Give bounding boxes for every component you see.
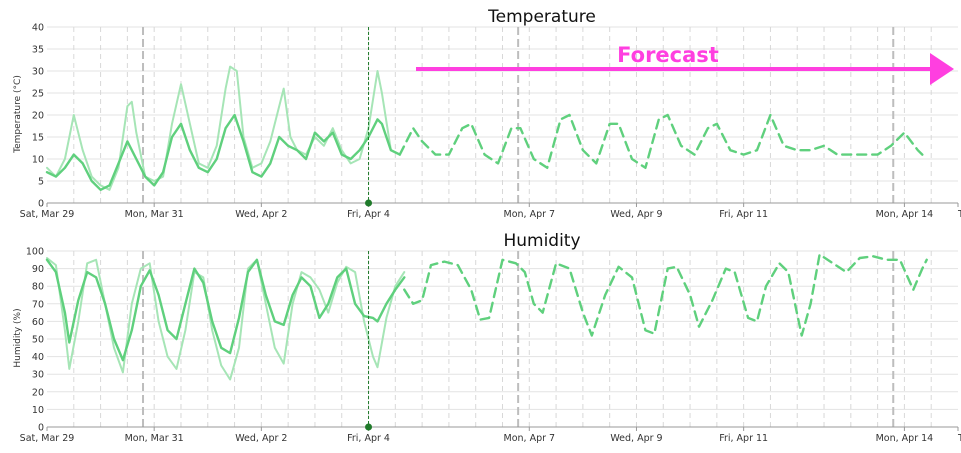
y-tick-label: 0 bbox=[38, 199, 44, 210]
humidity-ylabel: Humidity (%) bbox=[13, 308, 23, 367]
x-tick-label: T bbox=[957, 209, 961, 220]
x-tick-label: Sat, Mar 29 bbox=[20, 209, 75, 220]
x-tick-label: Mon, Mar 31 bbox=[125, 209, 184, 220]
humidity-now-marker bbox=[365, 251, 373, 431]
y-tick-label: 20 bbox=[32, 111, 44, 122]
series-line-dashed bbox=[403, 253, 928, 337]
humidity-chart: Humidity Humidity (%) Sat, Mar 29 Mon, Ma… bbox=[13, 231, 961, 444]
y-tick-label: 50 bbox=[32, 335, 44, 346]
x-tick-label: Mon, Apr 14 bbox=[876, 209, 934, 220]
y-tick-label: 15 bbox=[32, 133, 44, 144]
y-tick-label: 70 bbox=[32, 299, 44, 310]
x-tick-label: Mon, Apr 7 bbox=[504, 433, 556, 444]
x-tick-label: Fri, Apr 11 bbox=[719, 209, 768, 220]
temperature-x-axis: Sat, Mar 29 Mon, Mar 31 Wed, Apr 2 Fri, Apr… bbox=[20, 202, 961, 220]
temperature-grid bbox=[47, 26, 958, 204]
x-tick-label: Wed, Apr 9 bbox=[610, 433, 662, 444]
y-tick-label: 80 bbox=[32, 282, 44, 293]
y-tick-label: 10 bbox=[32, 155, 44, 166]
y-tick-label: 20 bbox=[32, 387, 44, 398]
humidity-x-axis: Sat, Mar 29 Mon, Mar 31 Wed, Apr 2 Fri, Apr… bbox=[20, 426, 961, 444]
y-tick-label: 25 bbox=[32, 89, 44, 100]
series-line-solid bbox=[45, 113, 401, 191]
series-line-solid bbox=[45, 258, 406, 362]
y-tick-label: 5 bbox=[38, 177, 44, 188]
humidity-y-axis: 0 10 20 30 40 50 60 70 80 90 100 bbox=[26, 247, 44, 434]
temperature-y-axis: 0 5 10 15 20 25 30 35 40 bbox=[32, 23, 44, 210]
y-tick-label: 30 bbox=[32, 370, 44, 381]
temperature-series bbox=[45, 65, 924, 191]
y-tick-label: 10 bbox=[32, 405, 44, 416]
now-dot bbox=[365, 199, 373, 207]
now-dot bbox=[365, 423, 373, 431]
x-tick-label: Fri, Apr 4 bbox=[347, 433, 390, 444]
series-line-light bbox=[46, 65, 401, 191]
y-tick-label: 90 bbox=[32, 264, 44, 275]
y-tick-label: 35 bbox=[32, 45, 44, 56]
forecast-label: Forecast bbox=[617, 43, 719, 67]
x-tick-label: Fri, Apr 4 bbox=[347, 209, 390, 220]
humidity-title: Humidity bbox=[503, 231, 580, 251]
x-tick-label: Wed, Apr 2 bbox=[235, 433, 287, 444]
humidity-series bbox=[45, 253, 928, 381]
x-tick-label: Mon, Mar 31 bbox=[125, 433, 184, 444]
y-tick-label: 60 bbox=[32, 317, 44, 328]
y-tick-label: 30 bbox=[32, 67, 44, 78]
temperature-ylabel: Temperature (°C) bbox=[13, 75, 23, 154]
temperature-title: Temperature bbox=[487, 7, 596, 27]
y-tick-label: 100 bbox=[26, 247, 44, 258]
x-tick-label: Mon, Apr 14 bbox=[876, 433, 934, 444]
y-tick-label: 0 bbox=[38, 423, 44, 434]
x-tick-label: Fri, Apr 11 bbox=[719, 433, 768, 444]
x-tick-label: Wed, Apr 2 bbox=[235, 209, 287, 220]
x-tick-label: Mon, Apr 7 bbox=[504, 209, 556, 220]
y-tick-label: 40 bbox=[32, 352, 44, 363]
temperature-chart: Temperature Temperature (°C) Sat, Mar 29… bbox=[13, 7, 961, 220]
temperature-now-marker bbox=[365, 27, 373, 207]
y-tick-label: 40 bbox=[32, 23, 44, 34]
series-line-dashed bbox=[398, 113, 924, 169]
x-tick-label: T bbox=[957, 433, 961, 444]
x-tick-label: Wed, Apr 9 bbox=[610, 209, 662, 220]
x-tick-label: Sat, Mar 29 bbox=[20, 433, 75, 444]
